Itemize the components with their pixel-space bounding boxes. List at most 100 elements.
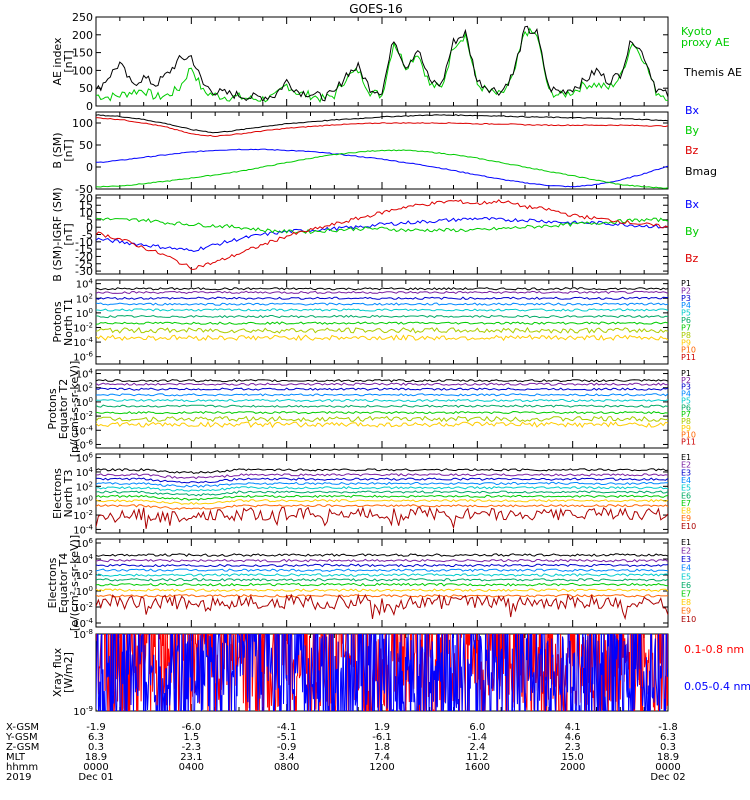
series-line-e6 [96, 490, 668, 497]
ephemeris-value: 4.1 [565, 722, 581, 733]
ephemeris-value: -5.1 [277, 732, 297, 743]
y-axis-label: Protons [46, 388, 59, 429]
y-axis-label: [nT] [62, 139, 75, 161]
legend-themis: Themis AE [683, 66, 742, 79]
y-tick-label: 104 [76, 553, 94, 566]
legend-p1: P1 [681, 279, 691, 288]
panel-series [96, 199, 668, 270]
series-line-themis-ae [96, 25, 668, 103]
legend-e10: E10 [681, 615, 696, 624]
y-tick-label: 0 [86, 161, 93, 174]
series-line-kyoto-proxy-ae [96, 27, 668, 103]
y-tick-label: 10-4 [73, 617, 93, 630]
panel-series [96, 468, 668, 530]
legend-e3: E3 [681, 468, 691, 477]
y-axis-label: AE index [51, 37, 64, 86]
ephemeris-value: 1.5 [183, 732, 199, 743]
legend-e7: E7 [681, 499, 691, 508]
ephemeris-row-label: hhmm [6, 762, 38, 773]
ephemeris-value: -0.9 [277, 742, 297, 753]
series-line-e1 [96, 553, 668, 557]
y-tick-label: 102 [76, 382, 93, 395]
series-line-p7 [96, 321, 668, 325]
ephemeris-value: -4.1 [277, 722, 297, 733]
ephemeris-value: 2.4 [469, 742, 485, 753]
series-line-e3 [96, 563, 668, 568]
year-label: 2019 [6, 772, 31, 783]
legend-by: By [685, 124, 700, 137]
legend-p4: P4 [681, 390, 691, 399]
ephemeris-value: 23.1 [180, 752, 202, 763]
series-line-e10 [96, 506, 668, 530]
legend-p11: P11 [681, 353, 696, 362]
date-start-label: Dec 01 [78, 772, 113, 783]
x-axis-ephemeris: X-GSM -1.9 -6.0 -4.1 1.9 6.0 4.1 -1.8 Y-GSM 6.3 1.… [5, 722, 686, 783]
series-line-bmag [96, 114, 668, 134]
y-tick-label: 102 [76, 569, 93, 582]
y-tick-label: 102 [76, 480, 93, 493]
legend-e2: E2 [681, 461, 691, 470]
y-tick-label: 10-2 [73, 321, 93, 334]
legend-p5: P5 [681, 396, 691, 405]
y-tick-label: 10-2 [73, 601, 93, 614]
y-tick-label: -15 [75, 243, 93, 256]
ephemeris-value: 0800 [274, 762, 299, 773]
ephemeris-value: -1.9 [86, 722, 106, 733]
y-axis-label: B (SM) [51, 132, 64, 168]
legend-p9: P9 [681, 424, 691, 433]
legend-e6: E6 [681, 581, 691, 590]
series-line-p6 [96, 314, 668, 319]
series-line-p6 [96, 404, 668, 408]
legend-p2: P2 [681, 376, 691, 385]
series-line-p5 [96, 308, 668, 312]
series-line-0-05-0-4-nm [96, 634, 668, 711]
legend-e7: E7 [681, 589, 691, 598]
y-axis-label: Xray flux [51, 647, 64, 697]
y-tick-label: 20 [79, 192, 93, 205]
legend-p1: P1 [681, 369, 691, 378]
ephemeris-value: 11.2 [466, 752, 488, 763]
y-tick-label: 106 [76, 452, 94, 465]
ephemeris-value: 6.3 [660, 732, 676, 743]
series-line-p7 [96, 410, 668, 415]
series-line-e1 [96, 468, 668, 475]
ephemeris-value: 2.3 [565, 742, 581, 753]
y-axis-label: [nT] [62, 223, 75, 245]
y-tick-label: 10-9 [73, 705, 93, 718]
y-tick-label: 250 [72, 11, 93, 24]
y-tick-label: 102 [76, 292, 93, 305]
legend-e5: E5 [681, 572, 691, 581]
legend-e9: E9 [681, 514, 691, 523]
y-axis-label: B (SM)-IGRF (SM) [51, 187, 64, 281]
panel-series [96, 287, 668, 342]
y-tick-label: 10-2 [73, 410, 93, 423]
panel-series [96, 553, 668, 621]
series-line-e7 [96, 494, 668, 501]
ephemeris-value: 0.3 [88, 742, 104, 753]
series-line-bz [96, 199, 668, 270]
series-line-e6 [96, 577, 668, 582]
y-axis-label: North T3 [62, 470, 75, 518]
y-tick-label: 104 [76, 368, 94, 381]
y-tick-label: 106 [76, 537, 94, 550]
ephemeris-value: 1600 [465, 762, 490, 773]
legend-p5: P5 [681, 309, 691, 318]
series-line-by [96, 149, 668, 189]
y-tick-label: 150 [72, 47, 93, 60]
legend-e2: E2 [681, 547, 691, 556]
y-axis-label: [p/(cm²-s-sr-keV)] [68, 361, 81, 458]
legend-by: By [685, 225, 700, 238]
series-line-e9 [96, 504, 668, 510]
series-line-p4 [96, 393, 668, 397]
legend-e8: E8 [681, 598, 691, 607]
y-axis-label: North T1 [62, 298, 75, 346]
series-line-bz [96, 117, 668, 138]
panel-series [96, 114, 668, 189]
legend-kyoto-line2: proxy AE [681, 36, 730, 49]
figure-title: GOES-16 [349, 2, 403, 16]
